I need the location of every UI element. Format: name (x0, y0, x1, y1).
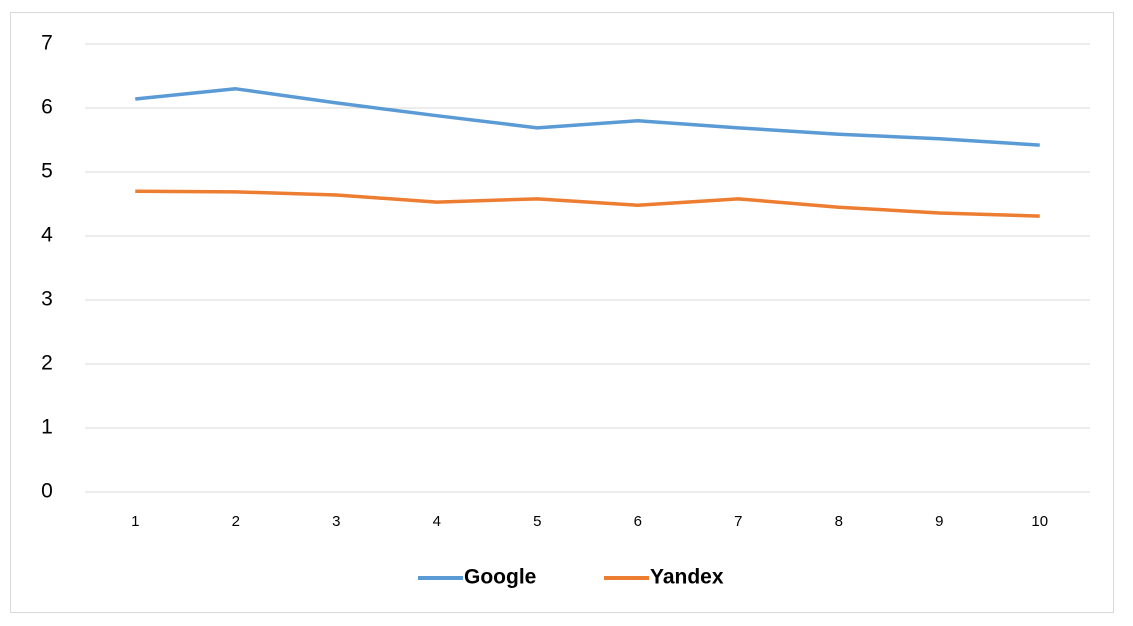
x-tick-label: 7 (734, 513, 742, 530)
x-tick-label: 6 (634, 513, 642, 530)
x-tick-label: 1 (131, 513, 139, 530)
x-tick-label: 8 (835, 513, 843, 530)
line-series (135, 189, 1040, 218)
y-tick-label: 7 (41, 32, 53, 55)
x-tick-label: 9 (935, 513, 943, 530)
legend-label: Google (464, 566, 536, 589)
y-tick-label: 3 (41, 288, 53, 311)
line-series (135, 87, 1040, 147)
chart-border (10, 12, 1114, 613)
x-tick-label: 4 (433, 513, 441, 530)
x-tick-label: 3 (332, 513, 340, 530)
y-tick-label: 0 (41, 480, 53, 503)
x-tick-label: 10 (1031, 513, 1048, 530)
y-tick-label: 2 (41, 352, 53, 375)
legend-label: Yandex (650, 566, 724, 589)
x-tick-label: 2 (232, 513, 240, 530)
y-tick-label: 4 (41, 224, 53, 247)
y-tick-label: 1 (41, 416, 53, 439)
y-tick-label: 6 (41, 96, 53, 119)
y-tick-label: 5 (41, 160, 53, 183)
x-tick-label: 5 (533, 513, 541, 530)
